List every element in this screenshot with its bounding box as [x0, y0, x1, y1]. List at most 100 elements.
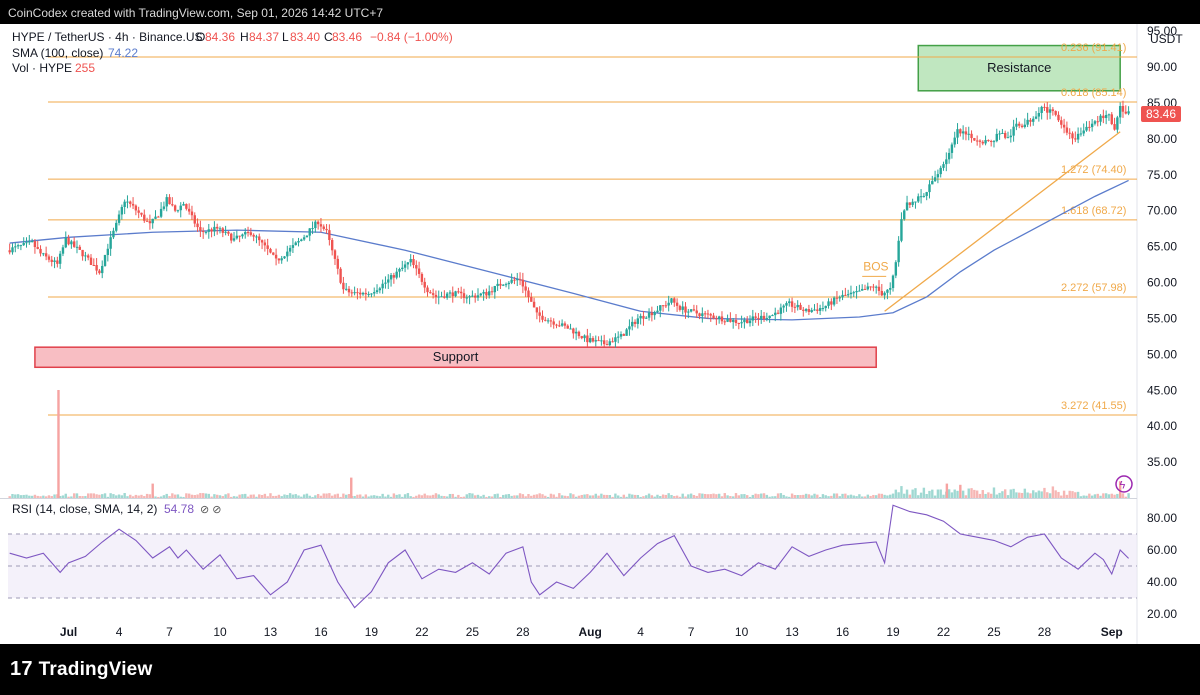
volume-bar [628, 493, 631, 498]
candle-body [159, 208, 163, 217]
candle-body [53, 260, 56, 262]
volume-bar [835, 493, 839, 498]
volume-bar [266, 496, 269, 498]
volume-bar [1127, 493, 1130, 498]
candle-body [835, 297, 839, 299]
sma-layer [9, 179, 1129, 321]
candle-body [1096, 121, 1099, 123]
candle-body [322, 226, 325, 229]
volume-bar [1048, 493, 1052, 498]
ohlc-close: 83.46 [332, 30, 362, 44]
candle-body [190, 211, 194, 216]
volume-bar [207, 493, 210, 498]
volume-bar [527, 494, 530, 498]
candle-body [588, 338, 592, 343]
candle-body [401, 267, 404, 269]
candle-body [1040, 106, 1043, 113]
volume-bar [1102, 493, 1105, 498]
volume-bar [1113, 494, 1116, 498]
candle-body [925, 192, 928, 196]
volume-bar [1082, 495, 1085, 498]
volume-bar [106, 496, 110, 498]
candle-body [1127, 111, 1130, 114]
candle-body [617, 336, 620, 338]
volume-bar [925, 494, 928, 498]
candle-body [258, 236, 261, 241]
candle-body [115, 222, 118, 231]
candle-body [715, 318, 718, 320]
indicator-toggle-icon[interactable]: ϟ [1115, 475, 1133, 493]
candle-body [513, 279, 516, 281]
candle-body [1118, 106, 1122, 118]
volume-bar [768, 496, 771, 498]
volume-bar [731, 496, 735, 498]
candle-body [145, 220, 149, 222]
candle-body [827, 301, 830, 306]
candle-body [468, 296, 471, 298]
candle-body [269, 248, 272, 253]
volume-bar [50, 496, 53, 498]
candle-body [967, 133, 970, 135]
volume-bar [126, 496, 129, 498]
candle-body [255, 236, 258, 238]
volume-bar [1085, 495, 1088, 498]
volume-bar [193, 495, 196, 498]
candle-body [670, 298, 673, 303]
volume-bar [387, 494, 390, 498]
candle-body [863, 288, 867, 290]
candle-body [1009, 135, 1013, 138]
volume-bar [89, 493, 93, 498]
candle-body [361, 292, 365, 295]
volume-bar [409, 496, 412, 498]
volume-bar [221, 496, 225, 498]
candle-body [92, 264, 96, 266]
candle-body [502, 284, 505, 286]
volume-bar [462, 496, 466, 498]
candle-body [602, 340, 606, 345]
volume-bar [931, 489, 934, 498]
candle-body [490, 291, 494, 293]
candle-body [496, 283, 499, 287]
candle-body [1006, 137, 1010, 139]
volume-bar [513, 495, 516, 498]
price-tick-label: 70.00 [1147, 204, 1177, 218]
time-tick-label: 16 [314, 625, 328, 639]
volume-bar [131, 496, 135, 498]
volume-bar [95, 494, 98, 498]
candle-body [187, 208, 191, 212]
volume-bar [639, 496, 642, 498]
time-tick-label: 4 [116, 625, 123, 639]
candle-body [768, 315, 771, 319]
volume-bar [967, 488, 970, 498]
volume-bar [681, 493, 684, 498]
candle-body [622, 334, 626, 336]
volume-bar [1034, 492, 1038, 498]
volume-bar [788, 496, 791, 498]
volume-bar [656, 494, 659, 498]
volume-bar [894, 489, 898, 498]
price-tick-label: 75.00 [1147, 168, 1177, 182]
candle-body [1099, 115, 1102, 122]
volume-bar [933, 495, 937, 498]
candle-body [706, 313, 710, 315]
candle-body [381, 283, 384, 289]
candle-body [650, 312, 654, 316]
volume-spike [945, 483, 949, 498]
candle-body [928, 184, 931, 193]
candle-body [395, 271, 398, 278]
volume-bar [260, 494, 264, 498]
tradingview-logo[interactable]: 17 TradingView [10, 658, 152, 681]
candle-body [518, 279, 522, 281]
volume-bar [1124, 496, 1127, 498]
volume-bar [992, 487, 996, 498]
volume-bar [984, 493, 987, 498]
price-chart-svg[interactable]: Resistance Support 0.236 (91.41) 0.618 (85… [0, 24, 1200, 644]
candle-body [286, 251, 289, 257]
volume-bar [381, 493, 384, 498]
time-tick-label: 19 [365, 625, 379, 639]
footer-bar: 17 TradingView [0, 644, 1200, 695]
candle-body [392, 275, 396, 278]
candle-body [981, 141, 984, 144]
time-tick-label: 10 [735, 625, 749, 639]
chart-area[interactable]: Resistance Support 0.236 (91.41) 0.618 (85… [0, 24, 1200, 644]
